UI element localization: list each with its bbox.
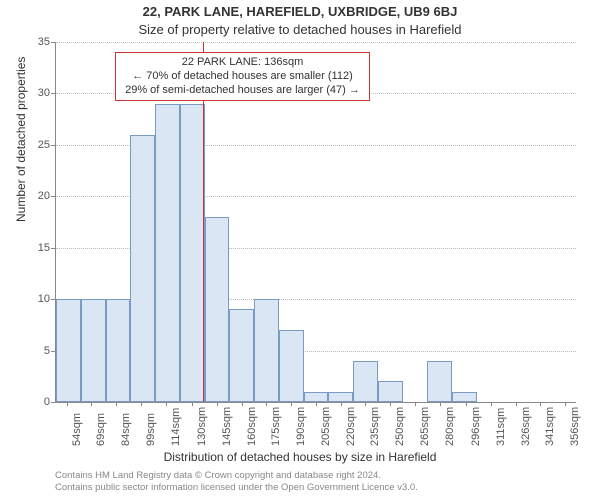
histogram-bar (56, 299, 81, 402)
x-tick-mark (365, 402, 366, 406)
x-tick-label: 190sqm (295, 407, 307, 446)
histogram-bar (328, 392, 353, 402)
x-tick-mark (540, 402, 541, 406)
x-tick-mark (116, 402, 117, 406)
y-tick-label: 5 (25, 345, 50, 357)
x-tick-label: 280sqm (444, 407, 456, 446)
x-tick-label: 220sqm (345, 407, 357, 446)
y-tick-label: 30 (25, 87, 50, 99)
x-tick-mark (440, 402, 441, 406)
annotation-line1: 22 PARK LANE: 136sqm (120, 56, 365, 70)
y-tick-label: 20 (25, 190, 50, 202)
histogram-bar (353, 361, 378, 402)
x-tick-label: 250sqm (394, 407, 406, 446)
x-tick-label: 99sqm (145, 413, 157, 446)
x-tick-mark (316, 402, 317, 406)
histogram-bar (130, 135, 155, 402)
histogram-bar (452, 392, 477, 402)
x-tick-label: 326sqm (520, 407, 532, 446)
histogram-bar (254, 299, 279, 402)
x-tick-mark (291, 402, 292, 406)
y-tick-label: 10 (25, 293, 50, 305)
x-tick-label: 145sqm (221, 407, 233, 446)
histogram-bar (279, 330, 304, 402)
x-tick-mark (341, 402, 342, 406)
x-tick-label: 235sqm (369, 407, 381, 446)
histogram-bar (180, 104, 205, 402)
x-tick-mark (415, 402, 416, 406)
y-tick-label: 0 (25, 396, 50, 408)
x-tick-mark (192, 402, 193, 406)
y-tick-label: 25 (25, 139, 50, 151)
x-tick-mark (166, 402, 167, 406)
x-tick-mark (67, 402, 68, 406)
x-tick-label: 356sqm (569, 407, 581, 446)
histogram-bar (155, 104, 180, 402)
x-tick-label: 54sqm (71, 413, 83, 446)
x-tick-label: 341sqm (544, 407, 556, 446)
annotation-box: 22 PARK LANE: 136sqm ← 70% of detached h… (115, 52, 370, 101)
x-tick-mark (141, 402, 142, 406)
x-tick-mark (565, 402, 566, 406)
footer: Contains HM Land Registry data © Crown c… (55, 470, 575, 494)
annotation-line2: ← 70% of detached houses are smaller (11… (120, 70, 365, 84)
x-axis-label: Distribution of detached houses by size … (0, 450, 600, 464)
x-tick-mark (91, 402, 92, 406)
annotation-line3: 29% of semi-detached houses are larger (… (120, 84, 365, 98)
y-tick-label: 15 (25, 242, 50, 254)
x-tick-mark (390, 402, 391, 406)
x-tick-label: 114sqm (170, 408, 182, 446)
x-tick-mark (217, 402, 218, 406)
x-tick-label: 205sqm (320, 407, 332, 446)
x-tick-mark (266, 402, 267, 406)
histogram-bar (378, 381, 403, 402)
x-tick-label: 160sqm (246, 407, 258, 446)
chart-title: 22, PARK LANE, HAREFIELD, UXBRIDGE, UB9 … (0, 4, 600, 19)
x-tick-label: 296sqm (470, 407, 482, 446)
x-tick-mark (491, 402, 492, 406)
histogram-bar (81, 299, 106, 402)
histogram-bar (106, 299, 131, 402)
chart-subtitle: Size of property relative to detached ho… (0, 22, 600, 37)
histogram-bar (427, 361, 452, 402)
x-tick-label: 69sqm (95, 413, 107, 446)
histogram-bar (229, 309, 254, 402)
footer-line1: Contains HM Land Registry data © Crown c… (55, 470, 575, 482)
histogram-bar (205, 217, 230, 402)
x-tick-mark (242, 402, 243, 406)
histogram-bar (304, 392, 329, 402)
x-tick-label: 130sqm (196, 407, 208, 446)
x-tick-label: 311sqm (495, 408, 507, 446)
y-tick-label: 35 (25, 36, 50, 48)
footer-line2: Contains public sector information licen… (55, 482, 575, 494)
gridline (56, 42, 576, 43)
chart-container: 22, PARK LANE, HAREFIELD, UXBRIDGE, UB9 … (0, 0, 600, 500)
x-tick-mark (516, 402, 517, 406)
x-tick-mark (466, 402, 467, 406)
x-tick-label: 84sqm (120, 413, 132, 446)
x-tick-label: 265sqm (419, 407, 431, 446)
x-tick-label: 175sqm (270, 407, 282, 446)
